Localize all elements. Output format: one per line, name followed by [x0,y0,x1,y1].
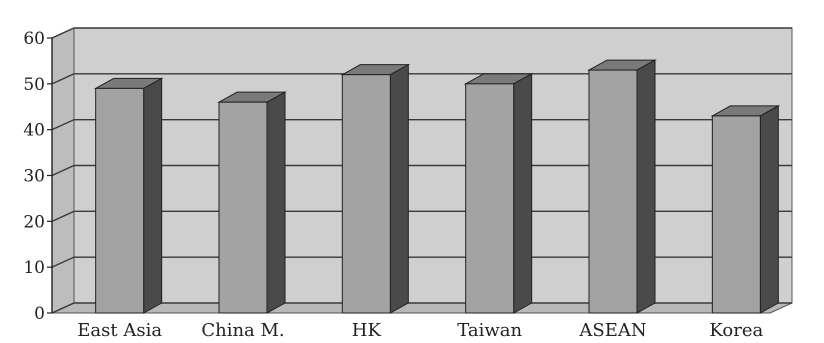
gridline [51,118,792,131]
bar-side [389,63,409,314]
gridline [51,164,792,177]
y-tick-label: 10 [23,258,45,278]
bar-front [588,69,638,314]
y-tick-label: 30 [23,167,45,187]
bar-front [465,83,515,314]
gridline [51,210,792,222]
bar [217,91,287,314]
bar-side [636,59,656,314]
y-tick-label: 20 [23,212,45,232]
x-axis-labels: East Asia China M. HK Taiwan ASEAN Korea [77,320,763,341]
bar-front [341,74,391,314]
y-tick-label: 60 [23,29,45,49]
x-tick-label: Taiwan [457,320,522,341]
x-tick-label: Korea [709,320,763,341]
bar [710,105,781,314]
chart-floor [51,302,793,314]
bar-side [143,77,163,314]
bar-front [218,101,268,314]
bar-side [266,91,286,314]
bar-side [759,105,779,314]
gridline [51,256,792,268]
gridline [51,27,792,39]
bar-side [513,72,533,314]
y-tick-label: 0 [34,304,45,324]
x-tick-label: HK [352,320,382,341]
bars [93,59,781,314]
bar [93,77,164,314]
x-tick-label: ASEAN [578,320,646,341]
y-tick-label: 50 [23,75,45,95]
bar [463,72,534,314]
y-tick-label: 40 [23,121,45,141]
y-axis-ticks: 0 10 20 30 40 50 60 [23,29,53,324]
x-tick-label: China M. [201,320,284,341]
bar-front [711,115,761,314]
bar [340,63,411,314]
gridline [51,73,792,85]
bar [587,59,657,314]
bar-front [95,87,145,314]
gridline [51,302,792,314]
gridlines [51,27,792,314]
x-tick-label: East Asia [77,320,162,341]
